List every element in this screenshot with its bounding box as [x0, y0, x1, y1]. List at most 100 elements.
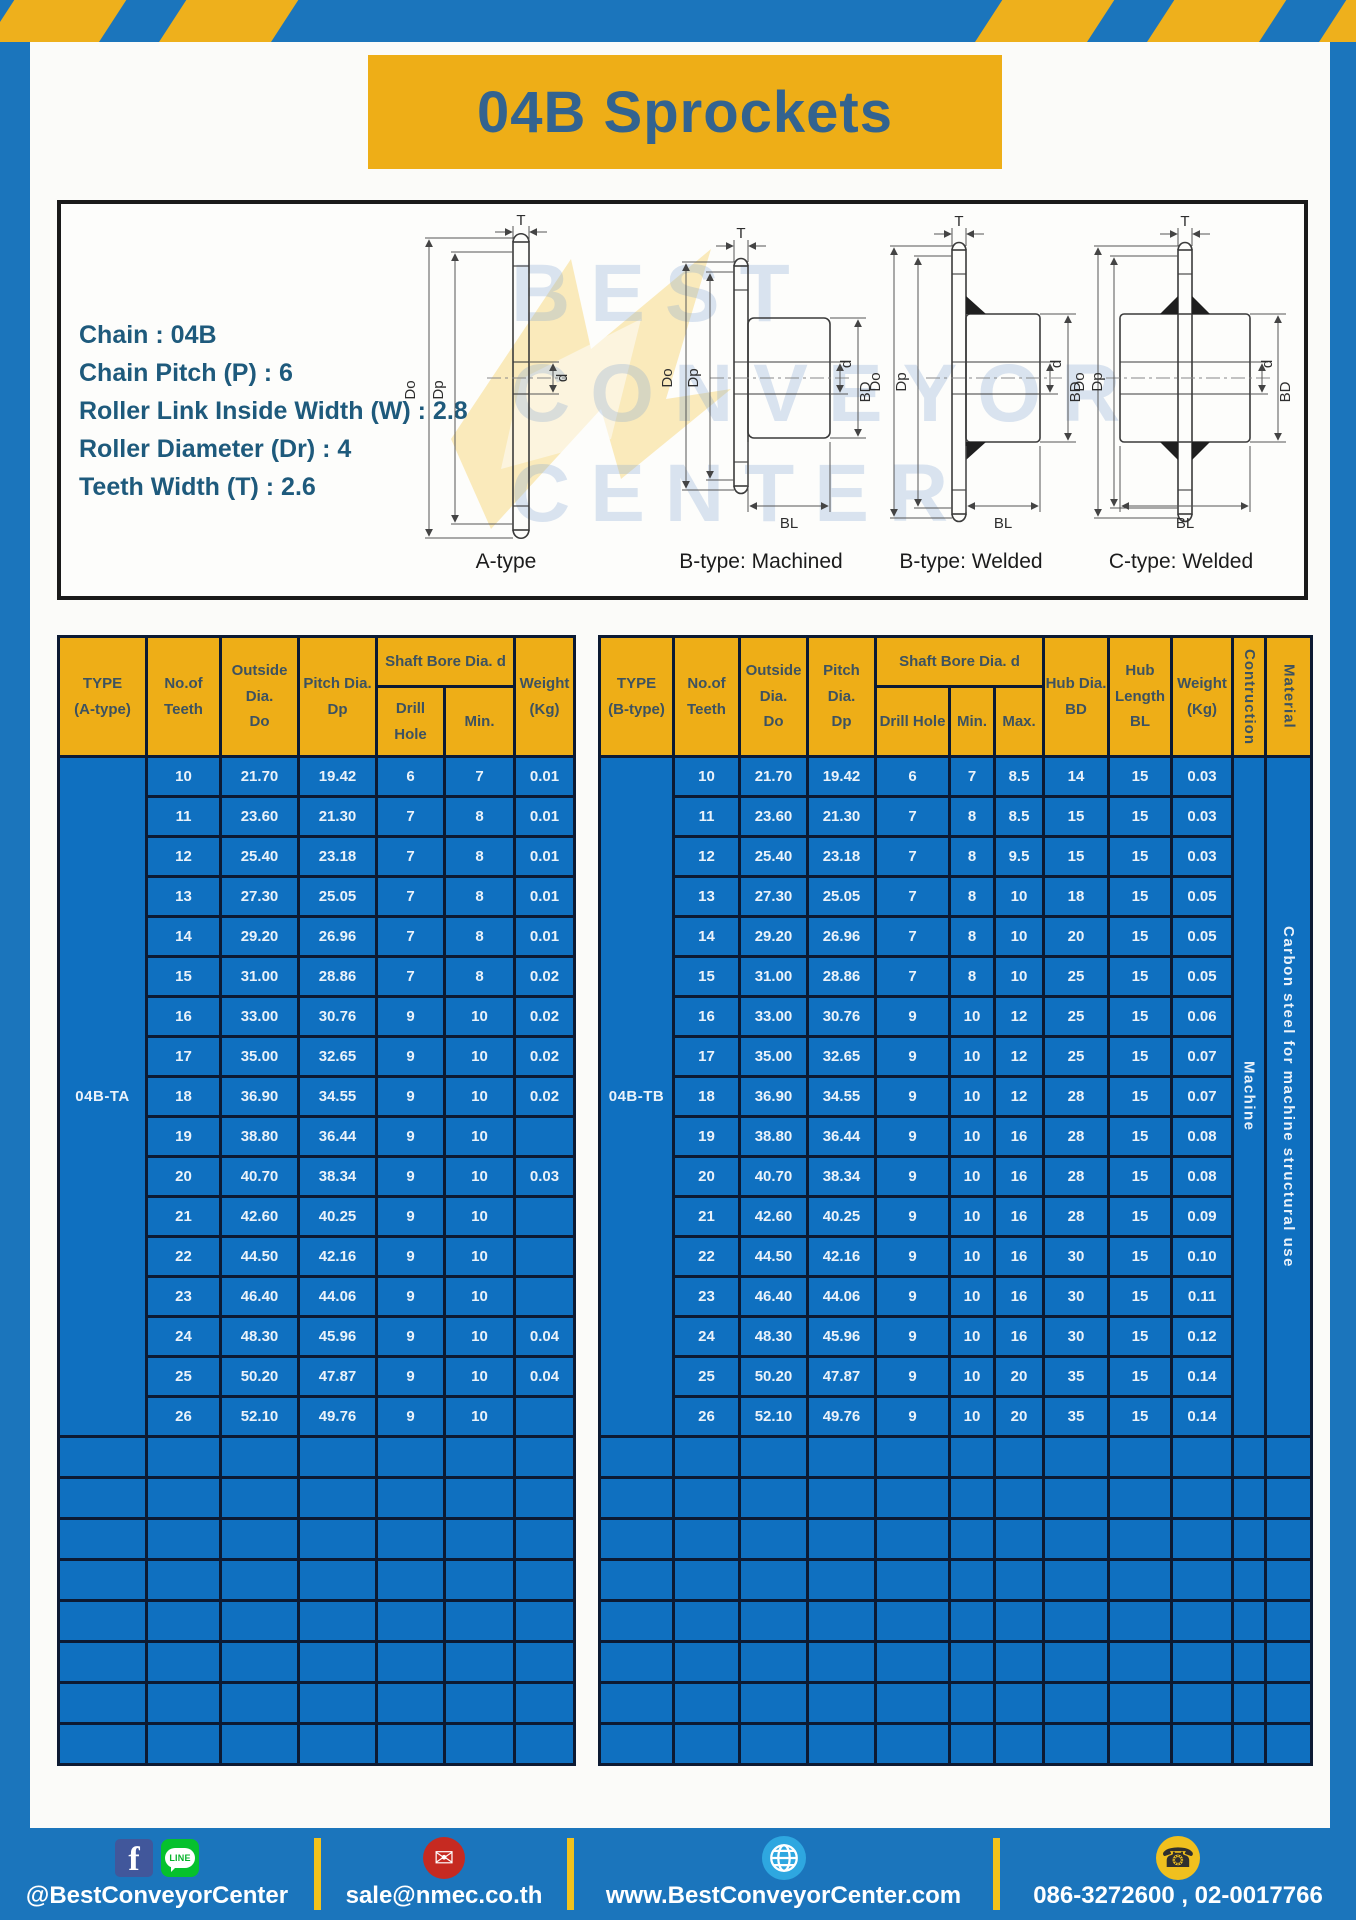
footer-email-section[interactable]: ✉ sale@nmec.co.th	[321, 1828, 567, 1920]
empty-cell	[1264, 1599, 1314, 1643]
data-cell: 34.55	[297, 1075, 378, 1118]
empty-cell	[375, 1476, 446, 1520]
empty-cell	[375, 1599, 446, 1643]
data-cell: 0.04	[513, 1315, 577, 1358]
data-cell: 6	[874, 755, 951, 798]
c-type-welded-drawing: T Do Dp d BD BL	[1071, 214, 1294, 532]
empty-cell	[738, 1722, 809, 1766]
empty-cell	[738, 1681, 809, 1725]
phone-icon[interactable]: ☎	[1156, 1836, 1200, 1880]
data-cell: 9	[375, 1315, 446, 1358]
data-cell: 25	[145, 1355, 222, 1398]
footer-social-section[interactable]: f LINE @BestConveyorCenter	[0, 1828, 314, 1920]
empty-cell	[948, 1558, 996, 1602]
data-cell: 25	[1042, 1035, 1111, 1078]
empty-cell	[598, 1640, 675, 1684]
data-cell: 52.10	[219, 1395, 300, 1438]
data-cell	[513, 1115, 577, 1158]
data-cell: 9	[874, 1195, 951, 1238]
footer-website-section[interactable]: www.BestConveyorCenter.com	[574, 1828, 993, 1920]
empty-cell	[57, 1517, 148, 1561]
data-cell: 21	[672, 1195, 741, 1238]
empty-cell	[442, 1435, 517, 1479]
empty-cell	[1231, 1722, 1268, 1766]
data-cell: 9	[375, 1155, 446, 1198]
header-type-a: TYPE (A-type)	[57, 635, 148, 758]
empty-cell	[1170, 1517, 1235, 1561]
data-cell: 50.20	[219, 1355, 300, 1398]
empty-cell	[513, 1558, 577, 1602]
dim-label-d: d	[1259, 360, 1276, 368]
header-drill-hole: Drill Hole	[375, 685, 446, 758]
header-pitch-dia: Pitch Dia. Dp	[297, 635, 378, 758]
empty-cell	[598, 1681, 675, 1725]
caption-a-type: A-type	[475, 550, 537, 573]
empty-cell	[513, 1681, 577, 1725]
mail-icon[interactable]: ✉	[423, 1837, 465, 1879]
data-cell: 0.03	[1170, 795, 1235, 838]
empty-cell	[442, 1722, 517, 1766]
data-cell: 15	[1107, 1355, 1174, 1398]
empty-cell	[1042, 1599, 1111, 1643]
empty-cell	[297, 1517, 378, 1561]
empty-cell	[948, 1599, 996, 1643]
empty-cell	[874, 1599, 951, 1643]
dim-label-bd: BD	[1067, 381, 1084, 402]
data-cell: 38.80	[738, 1115, 809, 1158]
stripe-decoration	[971, 0, 1117, 42]
table-row: 20 40.70 38.34 9 10 0.03	[59, 1155, 577, 1198]
data-cell: 20	[145, 1155, 222, 1198]
data-cell: 7	[442, 755, 517, 798]
header-construction: Contruction	[1231, 635, 1268, 758]
data-cell: 11	[145, 795, 222, 838]
empty-cell	[1042, 1476, 1111, 1520]
email-address[interactable]: sale@nmec.co.th	[345, 1882, 543, 1909]
data-cell: 23.18	[297, 835, 378, 878]
data-cell: 28	[1042, 1195, 1111, 1238]
data-cell: 15	[1107, 1235, 1174, 1278]
empty-cell	[598, 1517, 675, 1561]
spec-line: Chain Pitch (P) : 6	[79, 359, 293, 387]
empty-cell	[513, 1476, 577, 1520]
header-pitch-dia: Pitch Dia. Dp	[806, 635, 877, 758]
dim-label-dp: Dp	[685, 368, 702, 387]
social-handle[interactable]: @BestConveyorCenter	[25, 1882, 289, 1909]
data-cell: 0.04	[513, 1355, 577, 1398]
data-cell: 8	[442, 795, 517, 838]
facebook-icon[interactable]: f	[115, 1839, 153, 1877]
data-cell: 30	[1042, 1315, 1111, 1358]
empty-cell	[297, 1722, 378, 1766]
line-icon[interactable]: LINE	[161, 1839, 199, 1877]
data-cell: 7	[948, 755, 996, 798]
empty-cell	[738, 1640, 809, 1684]
footer-phone-section[interactable]: ☎ 086-3272600 , 02-0017766	[1000, 1828, 1356, 1920]
empty-cell	[806, 1435, 877, 1479]
empty-cell	[1170, 1476, 1235, 1520]
website-url[interactable]: www.BestConveyorCenter.com	[605, 1882, 962, 1909]
data-cell: 8	[948, 915, 996, 958]
empty-cell	[1264, 1476, 1314, 1520]
dim-label-bl: BL	[994, 515, 1012, 532]
globe-icon[interactable]	[761, 1836, 806, 1880]
data-cell: 10	[948, 1195, 996, 1238]
data-cell: 44.06	[297, 1275, 378, 1318]
data-cell: 10	[948, 1355, 996, 1398]
empty-row	[57, 1722, 577, 1766]
data-cell: 0.03	[1170, 755, 1235, 798]
data-cell: 8	[948, 795, 996, 838]
a-type-drawing: T Do Dp d	[402, 214, 571, 540]
empty-cell	[442, 1599, 517, 1643]
header-min: Min.	[442, 685, 517, 758]
dim-label-bd: BD	[1277, 381, 1294, 402]
table-row: 15 31.00 28.86 7 8 0.02	[59, 955, 577, 998]
empty-cell	[375, 1722, 446, 1766]
dim-label-dp: Dp	[1089, 372, 1106, 391]
data-cell: 9	[375, 1115, 446, 1158]
data-cell: 13	[145, 875, 222, 918]
table-row: 22 44.50 42.16 9 10	[59, 1235, 577, 1278]
b-type-machined-drawing: T Do Dp d BD BL	[659, 225, 874, 532]
dim-label-bl: BL	[1176, 515, 1194, 532]
data-cell: 8	[948, 955, 996, 998]
phone-numbers[interactable]: 086-3272600 , 02-0017766	[1033, 1882, 1323, 1909]
footer-divider	[314, 1838, 321, 1910]
